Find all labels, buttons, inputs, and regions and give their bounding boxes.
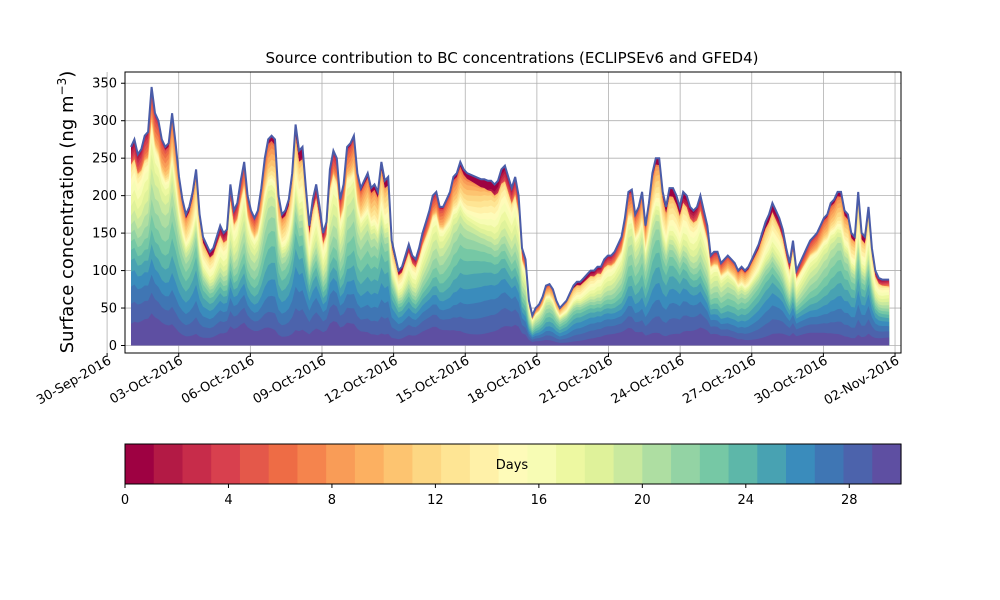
colorbar-swatch bbox=[642, 444, 672, 484]
total-series-line bbox=[130, 86, 890, 319]
y-axis-label-close: ) bbox=[57, 71, 78, 78]
y-tick-label: 150 bbox=[92, 227, 117, 242]
colorbar-swatch bbox=[326, 444, 356, 484]
colorbar-swatch bbox=[383, 444, 414, 484]
y-tick-label: 350 bbox=[92, 77, 117, 92]
y-tick-label: 250 bbox=[92, 152, 117, 167]
colorbar-tick-label: 28 bbox=[841, 493, 858, 508]
colorbar-label: Days bbox=[496, 458, 529, 473]
colorbar-tick-label: 12 bbox=[427, 493, 444, 508]
colorbar-swatch bbox=[412, 444, 442, 484]
colorbar-swatch bbox=[814, 444, 845, 484]
colorbar-swatch bbox=[125, 444, 155, 484]
area-layer bbox=[131, 313, 890, 346]
colorbar-tick-label: 16 bbox=[531, 493, 548, 508]
colorbar-swatch bbox=[211, 444, 241, 484]
colorbar-frame bbox=[124, 443, 902, 485]
colorbar-swatch bbox=[613, 444, 643, 484]
x-tick-label: 09-Oct-2016 bbox=[251, 353, 329, 407]
x-tick-label: 24-Oct-2016 bbox=[609, 353, 687, 407]
colorbar-swatch bbox=[153, 444, 184, 484]
y-axis-label: Surface concentration (ng m−3) bbox=[55, 71, 78, 354]
colorbar-swatch bbox=[556, 444, 586, 484]
x-tick-label: 02-Nov-2016 bbox=[822, 353, 902, 408]
y-axis-label-exponent: −3 bbox=[55, 78, 69, 96]
x-tick-label: 30-Oct-2016 bbox=[752, 353, 830, 407]
y-axis-label-main: Surface concentration (ng m bbox=[57, 95, 78, 353]
colorbar-swatch bbox=[584, 444, 615, 484]
colorbar-swatch bbox=[757, 444, 787, 484]
colorbar-swatch bbox=[182, 444, 212, 484]
y-axis-ticks: 0 50 100 150 200 250 300 350 bbox=[92, 77, 125, 354]
y-tick-label: 200 bbox=[92, 189, 117, 204]
colorbar-swatch bbox=[239, 444, 270, 484]
x-tick-label: 03-Oct-2016 bbox=[107, 353, 185, 407]
x-tick-label: 30-Sep-2016 bbox=[34, 353, 114, 408]
plot-frame bbox=[124, 71, 902, 354]
colorbar-tick-label: 24 bbox=[738, 493, 755, 508]
colorbar-swatch bbox=[671, 444, 701, 484]
colorbar-tick-label: 8 bbox=[328, 493, 336, 508]
x-tick-label: 15-Oct-2016 bbox=[394, 353, 472, 407]
y-tick-label: 50 bbox=[100, 302, 117, 317]
y-tick-label: 100 bbox=[92, 264, 117, 279]
x-tick-label: 18-Oct-2016 bbox=[465, 353, 543, 407]
stacked-areas bbox=[131, 87, 890, 346]
colorbar-tick-label: 20 bbox=[634, 493, 651, 508]
colorbar-swatch bbox=[699, 444, 730, 484]
x-tick-label: 27-Oct-2016 bbox=[680, 353, 758, 407]
colorbar-swatch bbox=[843, 444, 873, 484]
colorbar-swatch bbox=[469, 444, 500, 484]
colorbar-tick-label: 0 bbox=[121, 493, 129, 508]
colorbar-swatch bbox=[441, 444, 471, 484]
colorbar-swatch bbox=[872, 444, 902, 484]
colorbar-swatch bbox=[527, 444, 557, 484]
colorbar-tick-label: 4 bbox=[224, 493, 232, 508]
colorbar bbox=[125, 444, 902, 484]
x-axis-ticks: 30-Sep-201603-Oct-201606-Oct-201609-Oct-… bbox=[34, 353, 902, 408]
colorbar-swatch bbox=[297, 444, 327, 484]
x-tick-label: 21-Oct-2016 bbox=[537, 353, 615, 407]
y-tick-label: 0 bbox=[109, 339, 117, 354]
x-tick-label: 12-Oct-2016 bbox=[322, 353, 400, 407]
colorbar-swatch bbox=[786, 444, 816, 484]
colorbar-swatch bbox=[498, 444, 528, 484]
chart-title: Source contribution to BC concentrations… bbox=[265, 49, 758, 67]
x-tick-label: 06-Oct-2016 bbox=[179, 353, 257, 407]
colorbar-swatch bbox=[728, 444, 758, 484]
colorbar-swatch bbox=[354, 444, 385, 484]
y-tick-label: 300 bbox=[92, 114, 117, 129]
colorbar-ticks: 0 4 8 12 16 20 24 28 bbox=[121, 484, 858, 508]
colorbar-swatch bbox=[268, 444, 299, 484]
